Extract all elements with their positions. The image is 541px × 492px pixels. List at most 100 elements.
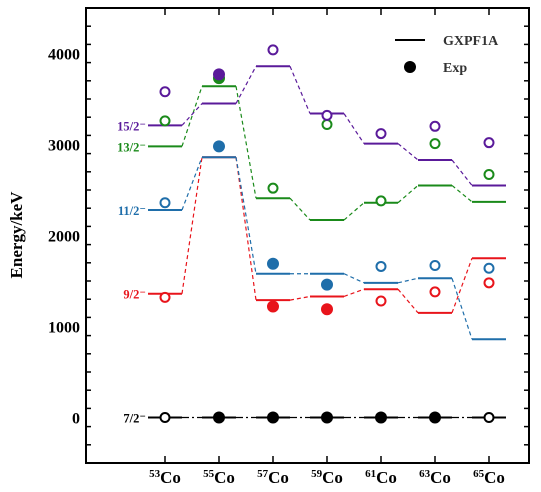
exp-point-open: [159, 412, 171, 423]
exp-point-open: [159, 115, 171, 127]
level-connector: [343, 273, 365, 284]
exp-point-filled: [267, 411, 279, 424]
exp-point-open: [483, 412, 495, 423]
x-category-label: 65Co: [473, 468, 505, 487]
exp-point-open: [483, 137, 495, 149]
x-category-label: 55Co: [203, 468, 235, 487]
mass-number: 61: [365, 468, 376, 480]
x-category-label: 63Co: [419, 468, 451, 487]
element-symbol: Co: [430, 468, 451, 487]
mass-number: 65: [473, 468, 485, 480]
spin-label: 7/2⁻: [123, 412, 146, 426]
x-category-label: 53Co: [149, 468, 181, 487]
mass-number: 57: [257, 468, 269, 480]
mass-number: 53: [149, 468, 161, 480]
legend-label: Exp: [443, 61, 467, 76]
y-tick-label: 0: [72, 411, 80, 428]
level-connector: [451, 159, 473, 186]
exp-point-filled: [213, 68, 225, 81]
level-connector: [343, 202, 365, 221]
exp-point-filled: [213, 411, 225, 424]
exp-point-open: [375, 128, 387, 140]
y-tick-label: 3000: [48, 138, 80, 155]
y-axis-ticks: 0 1000 2000 3000 4000: [48, 7, 529, 464]
x-axis-labels: 53Co 55Co 57Co 59Co 61Co 63Co 65Co: [149, 468, 505, 487]
exp-point-filled: [375, 411, 387, 424]
y-tick-label: 4000: [48, 47, 80, 64]
exp-point-open: [321, 118, 333, 130]
y-tick-label: 2000: [48, 229, 80, 246]
exp-point-open: [483, 262, 495, 274]
exp-point-filled: [267, 257, 279, 270]
element-symbol: Co: [376, 468, 397, 487]
exp-point-open: [159, 197, 171, 209]
legend: GXPF1A Exp: [395, 34, 499, 76]
exp-point-filled: [321, 411, 333, 424]
exp-point-open: [267, 44, 279, 56]
legend-dot-swatch: [404, 61, 416, 73]
level-connectors: [181, 65, 473, 419]
level-connector: [343, 113, 365, 144]
exp-point-open: [159, 86, 171, 98]
exp-point-open: [159, 291, 171, 303]
exp-point-open: [483, 169, 495, 181]
mass-number: 63: [419, 468, 431, 480]
level-connector: [451, 258, 473, 314]
spin-label: 11/2⁻: [118, 204, 146, 218]
exp-point-open: [375, 295, 387, 307]
y-tick-label: 1000: [48, 320, 80, 337]
exp-point-open: [375, 195, 387, 207]
spin-label: 15/2⁻: [117, 119, 146, 133]
exp-point-open: [321, 109, 333, 121]
element-symbol: Co: [268, 468, 289, 487]
exp-point-open: [267, 182, 279, 194]
exp-point-filled: [321, 278, 333, 291]
element-symbol: Co: [160, 468, 181, 487]
element-symbol: Co: [214, 468, 235, 487]
legend-label: GXPF1A: [443, 34, 499, 49]
level-connector: [343, 288, 365, 298]
level-connector: [289, 66, 311, 114]
plot-frame: [85, 7, 530, 464]
element-symbol: Co: [322, 468, 343, 487]
exp-point-open: [429, 138, 441, 150]
exp-markers: [159, 44, 495, 424]
level-connector: [289, 295, 311, 301]
level-connector: [397, 143, 419, 161]
level-connector: [235, 157, 257, 274]
exp-point-open: [429, 260, 441, 272]
spin-label: 9/2⁻: [123, 288, 146, 302]
level-connector: [181, 157, 203, 211]
x-category-label: 61Co: [365, 468, 397, 487]
exp-point-filled: [321, 303, 333, 316]
exp-point-open: [429, 120, 441, 132]
exp-point-filled: [213, 140, 225, 153]
exp-point-filled: [267, 300, 279, 313]
spin-label: 13/2⁻: [117, 140, 146, 154]
level-connector: [451, 184, 473, 203]
x-category-label: 59Co: [311, 468, 343, 487]
level-connector: [397, 277, 419, 284]
level-connector: [397, 184, 419, 204]
level-connector: [181, 157, 203, 294]
mass-number: 55: [203, 468, 215, 480]
spin-labels: 7/2⁻ 9/2⁻ 11/2⁻ 13/2⁻ 15/2⁻: [117, 119, 146, 425]
exp-point-filled: [429, 411, 441, 424]
level-connector: [397, 288, 419, 314]
level-connector: [451, 278, 473, 340]
level-connector: [181, 86, 203, 147]
level-connector: [235, 86, 257, 199]
exp-point-open: [375, 260, 387, 272]
x-category-label: 57Co: [257, 468, 289, 487]
level-connector: [181, 103, 203, 126]
exp-point-open: [483, 277, 495, 289]
level-connector: [235, 65, 257, 104]
exp-point-open: [429, 286, 441, 298]
level-connector: [235, 157, 257, 301]
element-symbol: Co: [484, 468, 505, 487]
x-axis-ticks: [164, 8, 490, 463]
mass-number: 59: [311, 468, 323, 480]
level-connector: [289, 197, 311, 221]
y-axis-label: Energy/keV: [7, 191, 26, 279]
